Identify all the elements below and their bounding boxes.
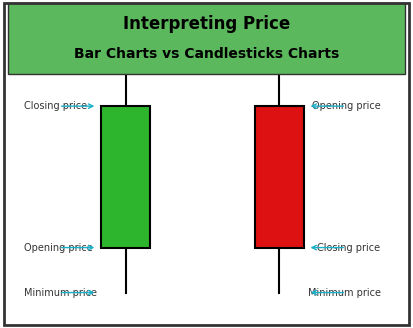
Bar — [101, 106, 150, 248]
Text: Bar Charts vs Candlesticks Charts: Bar Charts vs Candlesticks Charts — [74, 47, 339, 61]
Text: Opening price: Opening price — [312, 101, 380, 111]
Bar — [255, 106, 304, 248]
Bar — [8, 3, 405, 74]
Text: Minimum price: Minimum price — [24, 288, 97, 297]
Text: Opening price: Opening price — [24, 243, 93, 253]
Text: Closing price: Closing price — [24, 101, 88, 111]
Text: Minimum price: Minimum price — [308, 288, 380, 297]
Text: Interpreting Price: Interpreting Price — [123, 15, 290, 33]
Text: Closing price: Closing price — [318, 243, 380, 253]
